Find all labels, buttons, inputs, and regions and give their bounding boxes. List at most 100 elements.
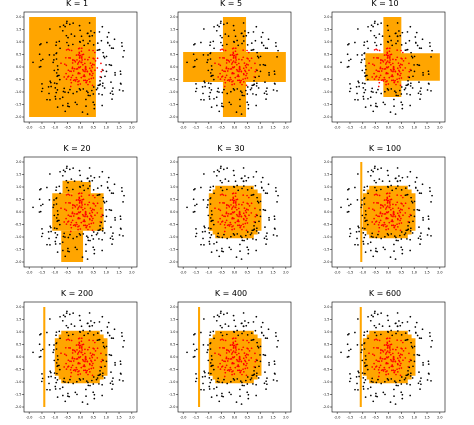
outside-point [46, 41, 48, 44]
outside-point [395, 381, 397, 384]
outside-point [390, 329, 392, 332]
inside-point [389, 68, 392, 71]
outside-point [46, 243, 48, 246]
outside-point [346, 198, 349, 201]
outside-point [201, 231, 204, 233]
outside-point [211, 219, 213, 222]
inside-point [408, 360, 411, 363]
outside-point [107, 332, 109, 334]
inside-point [380, 360, 383, 362]
outside-point [68, 313, 71, 316]
y-tick-label: -2.0 [169, 115, 176, 119]
inside-point [242, 78, 244, 81]
decision-region [383, 17, 402, 97]
outside-point [246, 376, 249, 378]
outside-point [349, 87, 352, 90]
inside-point [84, 365, 86, 368]
outside-point [241, 239, 244, 242]
outside-point [394, 258, 397, 260]
outside-point [98, 374, 101, 376]
x-tick-label: 1.0 [103, 416, 108, 420]
inside-point [371, 208, 374, 211]
inside-point [236, 208, 238, 211]
inside-point [250, 347, 253, 350]
outside-point [208, 388, 211, 390]
inside-point [230, 353, 233, 355]
outside-point [418, 47, 421, 49]
outside-point [210, 251, 213, 253]
outside-point [212, 330, 215, 333]
inside-point [63, 366, 66, 368]
outside-point [255, 93, 257, 96]
outside-point [59, 192, 61, 195]
inside-point [231, 373, 233, 376]
x-tick-label: 0.5 [245, 271, 250, 275]
inside-point [96, 357, 99, 359]
outside-point [220, 41, 222, 44]
outside-point [219, 324, 222, 327]
outside-point [375, 247, 377, 250]
inside-point [87, 83, 89, 86]
inside-point [380, 59, 382, 62]
outside-point [233, 29, 236, 32]
inside-point [248, 214, 250, 217]
outside-point [112, 238, 114, 241]
inside-point [235, 59, 237, 61]
x-tick-label: -0.5 [218, 271, 225, 275]
outside-point [206, 59, 209, 61]
y-tick-label: -1.0 [323, 380, 330, 384]
inside-point [376, 347, 378, 349]
inside-point [242, 212, 245, 215]
inside-point [91, 74, 93, 77]
inside-point [94, 214, 96, 217]
outside-point [366, 330, 369, 333]
outside-point [105, 55, 108, 58]
inside-point [219, 209, 222, 212]
outside-point [107, 187, 109, 189]
subplot-canvas: -2.0 -1.5 -1.0 -0.5 0.0 0.5 1.0 1.5 2.0-2.0-1.5-… [169, 11, 292, 130]
outside-point [404, 87, 407, 89]
outside-point [364, 210, 367, 212]
inside-point [245, 74, 247, 77]
outside-point [32, 206, 34, 209]
inside-point [234, 366, 237, 369]
inside-point [219, 64, 222, 67]
inside-point [250, 212, 253, 214]
outside-point [252, 176, 255, 178]
outside-point [49, 370, 52, 373]
outside-point [88, 22, 91, 24]
inside-point [219, 217, 221, 220]
inside-point [400, 222, 403, 224]
inside-point [84, 215, 86, 218]
outside-point [370, 314, 373, 317]
outside-point [422, 74, 424, 76]
inside-point [71, 207, 74, 209]
outside-point [210, 89, 213, 91]
outside-point [68, 105, 71, 108]
inside-point [388, 50, 391, 53]
inside-point [381, 212, 384, 215]
inside-point [223, 57, 226, 59]
outside-point [418, 209, 420, 212]
outside-point [252, 48, 255, 51]
inside-point [384, 78, 386, 81]
outside-point [61, 386, 64, 389]
inside-point [78, 344, 81, 347]
inside-point [90, 69, 92, 72]
outside-point [58, 185, 61, 188]
outside-point [194, 204, 196, 207]
outside-point [46, 331, 48, 334]
outside-point [360, 349, 363, 351]
inside-point [231, 83, 233, 86]
outside-point [277, 49, 279, 52]
inside-point [228, 205, 231, 208]
outside-point [232, 24, 235, 27]
outside-point [87, 94, 90, 97]
subplot-title: K = 100 [368, 144, 402, 153]
outside-point [374, 105, 377, 107]
outside-point [387, 234, 390, 236]
outside-point [218, 25, 220, 28]
outside-point [78, 330, 81, 333]
x-tick-label: 1.5 [424, 126, 429, 130]
outside-point [119, 363, 122, 365]
